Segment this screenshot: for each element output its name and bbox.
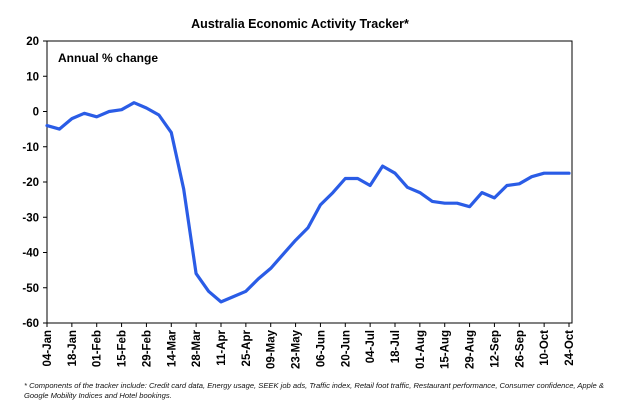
y-tick-label: -30 [22,212,39,224]
x-tick-label: 11-Apr [216,329,228,365]
plot-area [46,40,573,324]
series-group [45,101,571,304]
chart-annotation: Annual % change [58,51,158,65]
x-tick-label: 06-Jun [315,330,327,367]
footnote: * Components of the tracker include: Cre… [24,381,604,400]
x-tick-label: 01-Aug [415,330,427,369]
x-tick-label: 09-May [266,329,278,369]
x-tick-label: 14-Mar [166,329,178,367]
x-tick-label: 04-Jul [365,330,377,363]
x-tick-label: 28-Mar [191,329,203,367]
chart-title: Australia Economic Activity Tracker* [191,17,409,31]
y-tick-label: -10 [22,142,39,154]
y-tick-label: -40 [22,248,39,260]
x-tick-label: 26-Sep [514,330,526,368]
y-tick-label: 20 [26,36,39,48]
x-tick-label: 18-Jul [390,330,402,363]
x-tick-label: 18-Jan [67,330,79,366]
x-tick-label: 15-Feb [117,330,129,367]
y-axis: 20 10 0 -10 -20 -30 -40 -50 -60 [22,36,47,330]
x-tick-label: 12-Sep [489,330,501,368]
x-tick-label: 24-Oct [564,330,576,366]
x-tick-label: 20-Jun [340,330,352,367]
y-tick-label: -60 [22,318,39,330]
x-tick-label: 10-Oct [539,330,551,366]
x-tick-label: 29-Feb [141,330,153,367]
x-axis: 04-Jan 18-Jan 01-Feb 15-Feb 29-Feb 14-Mar 28-M… [42,323,576,369]
series-line [45,101,571,304]
y-tick-label: -20 [22,177,39,189]
x-tick-label: 01-Feb [92,330,104,367]
x-tick-label: 29-Aug [465,330,477,369]
y-tick-label: -50 [22,283,39,295]
x-tick-label: 25-Apr [241,329,253,366]
x-tick-label: 15-Aug [440,330,452,369]
y-tick-label: 10 [26,71,39,83]
y-tick-label: 0 [33,107,39,119]
x-tick-label: 04-Jan [42,330,54,366]
x-tick-label: 23-May [291,329,303,369]
